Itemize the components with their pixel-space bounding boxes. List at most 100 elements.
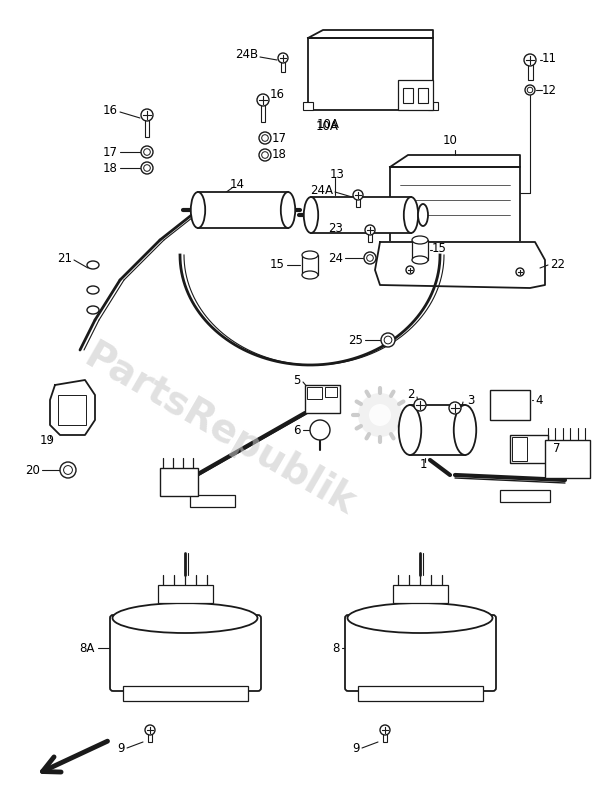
Text: 6: 6 bbox=[293, 423, 301, 437]
Circle shape bbox=[381, 333, 395, 347]
Text: 17: 17 bbox=[103, 146, 118, 158]
Text: 11: 11 bbox=[542, 51, 557, 65]
Text: 16: 16 bbox=[103, 103, 118, 117]
Bar bbox=[190, 495, 235, 507]
Text: 24A: 24A bbox=[310, 183, 333, 197]
Bar bbox=[368, 230, 372, 242]
Text: 23: 23 bbox=[328, 222, 343, 234]
Circle shape bbox=[353, 190, 363, 200]
Text: 3: 3 bbox=[467, 394, 474, 406]
Circle shape bbox=[406, 266, 414, 274]
Bar bbox=[356, 195, 360, 207]
Circle shape bbox=[369, 404, 391, 426]
Circle shape bbox=[310, 420, 330, 440]
Bar bbox=[383, 730, 387, 742]
Text: 15: 15 bbox=[270, 258, 285, 271]
Bar bbox=[145, 115, 149, 137]
Text: 13: 13 bbox=[330, 169, 345, 182]
Circle shape bbox=[144, 149, 150, 155]
Bar bbox=[510, 435, 548, 463]
Text: 14: 14 bbox=[230, 178, 245, 191]
Ellipse shape bbox=[454, 405, 476, 455]
Bar bbox=[512, 437, 527, 461]
Ellipse shape bbox=[304, 197, 318, 233]
Text: 8A: 8A bbox=[80, 642, 95, 654]
Ellipse shape bbox=[412, 256, 428, 264]
Text: 22: 22 bbox=[550, 258, 565, 271]
Circle shape bbox=[380, 725, 390, 735]
Polygon shape bbox=[50, 380, 95, 435]
Circle shape bbox=[64, 466, 72, 474]
Ellipse shape bbox=[347, 603, 492, 633]
Ellipse shape bbox=[113, 603, 257, 633]
Bar bbox=[261, 100, 265, 122]
Polygon shape bbox=[375, 242, 545, 288]
Bar bbox=[325, 387, 337, 397]
Bar bbox=[58, 395, 86, 425]
Text: 2: 2 bbox=[408, 389, 415, 402]
Bar bbox=[410, 405, 465, 455]
Circle shape bbox=[527, 87, 533, 93]
Text: 21: 21 bbox=[57, 251, 72, 265]
Bar bbox=[412, 240, 428, 260]
Bar bbox=[527, 60, 532, 80]
Ellipse shape bbox=[404, 197, 418, 233]
Ellipse shape bbox=[87, 261, 99, 269]
Polygon shape bbox=[390, 155, 520, 167]
Ellipse shape bbox=[399, 405, 421, 455]
Bar bbox=[390, 167, 520, 242]
Bar bbox=[358, 686, 483, 701]
Circle shape bbox=[367, 254, 373, 262]
Circle shape bbox=[358, 393, 402, 437]
Text: 25: 25 bbox=[348, 334, 363, 346]
Text: 15: 15 bbox=[432, 242, 447, 254]
Circle shape bbox=[516, 268, 524, 276]
Bar bbox=[305, 385, 340, 413]
Text: PartsRepublik: PartsRepublik bbox=[78, 337, 362, 523]
Bar bbox=[403, 88, 413, 103]
Text: 7: 7 bbox=[553, 442, 560, 454]
Text: 19: 19 bbox=[40, 434, 55, 446]
Circle shape bbox=[145, 725, 155, 735]
Circle shape bbox=[449, 402, 461, 414]
Bar bbox=[311, 197, 411, 233]
Circle shape bbox=[384, 336, 392, 344]
Circle shape bbox=[262, 134, 268, 142]
Text: 20: 20 bbox=[25, 463, 40, 477]
Ellipse shape bbox=[87, 306, 99, 314]
Bar bbox=[148, 730, 152, 742]
Bar bbox=[393, 585, 448, 603]
Circle shape bbox=[414, 399, 426, 411]
Circle shape bbox=[524, 54, 536, 66]
Ellipse shape bbox=[302, 271, 318, 279]
Bar bbox=[500, 490, 550, 502]
Text: 4: 4 bbox=[535, 394, 542, 406]
Text: 8: 8 bbox=[333, 642, 340, 654]
Circle shape bbox=[278, 53, 288, 63]
Bar bbox=[302, 255, 318, 275]
Text: 5: 5 bbox=[294, 374, 301, 386]
Text: 10A: 10A bbox=[316, 118, 340, 131]
Bar bbox=[123, 686, 248, 701]
Bar bbox=[398, 80, 433, 110]
Text: 24B: 24B bbox=[235, 49, 258, 62]
Text: 9: 9 bbox=[117, 742, 125, 754]
Text: 24: 24 bbox=[328, 251, 343, 265]
Ellipse shape bbox=[412, 236, 428, 244]
Ellipse shape bbox=[87, 286, 99, 294]
Text: 16: 16 bbox=[270, 89, 285, 102]
Circle shape bbox=[60, 462, 76, 478]
Bar bbox=[198, 192, 288, 228]
Ellipse shape bbox=[191, 192, 205, 228]
Bar bbox=[281, 58, 285, 72]
Text: 10A: 10A bbox=[316, 120, 339, 133]
Text: 17: 17 bbox=[272, 131, 287, 145]
Circle shape bbox=[262, 152, 268, 158]
Bar bbox=[308, 38, 433, 110]
Ellipse shape bbox=[281, 192, 295, 228]
Ellipse shape bbox=[418, 204, 428, 226]
Bar bbox=[303, 102, 313, 110]
FancyBboxPatch shape bbox=[345, 615, 496, 691]
Bar bbox=[160, 468, 198, 496]
Bar bbox=[418, 88, 428, 103]
